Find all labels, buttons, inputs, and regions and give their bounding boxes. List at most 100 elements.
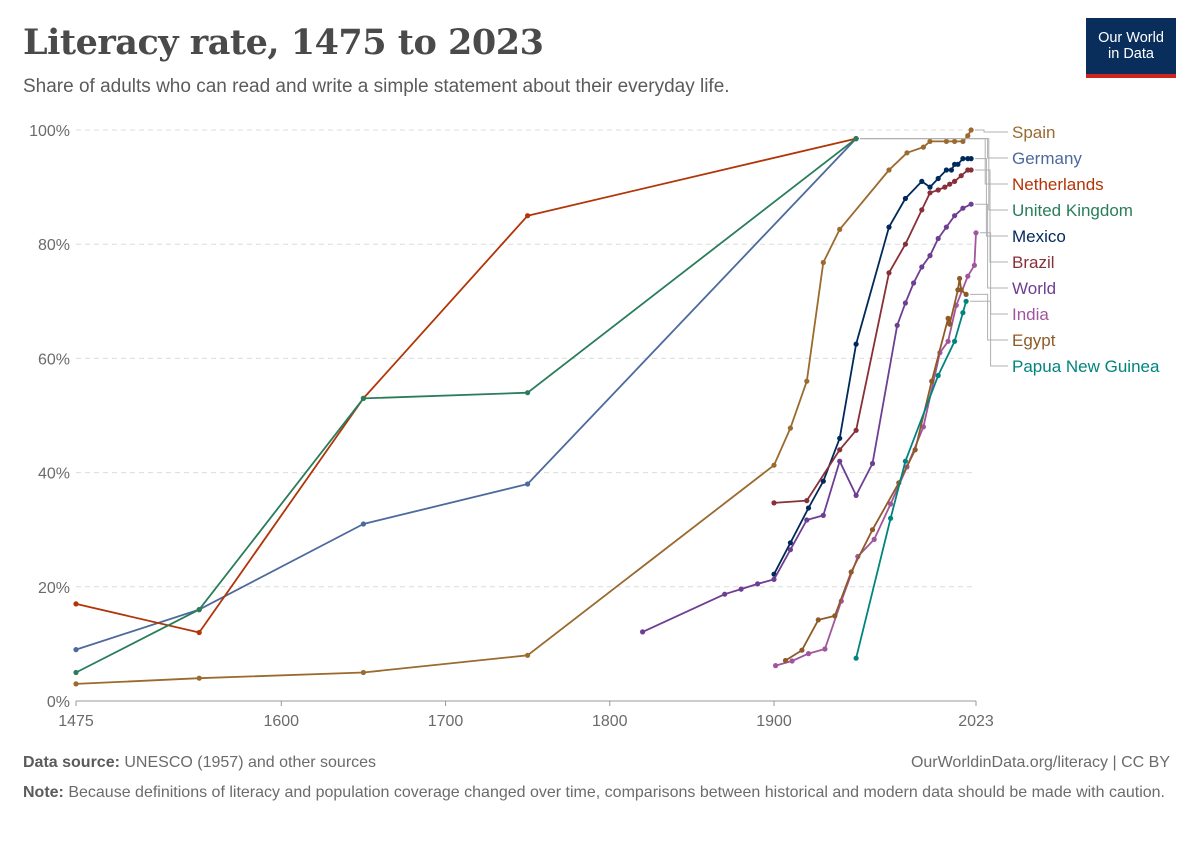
data-point xyxy=(73,601,79,607)
line-chart: 0% 20% 40% 60% 80% 100% 1475 1600 1700 1800 1900 20… xyxy=(29,123,1160,730)
series-brazil xyxy=(771,167,974,506)
data-point xyxy=(804,378,810,384)
grid-layer xyxy=(76,129,976,588)
data-point xyxy=(738,586,744,592)
x-tick-label: 1475 xyxy=(58,713,94,730)
y-tick-label: 40% xyxy=(38,466,70,483)
data-point xyxy=(945,338,951,344)
data-source-label: Data source: xyxy=(23,754,120,771)
data-point xyxy=(963,298,969,304)
data-point xyxy=(927,253,933,259)
data-point xyxy=(722,591,728,597)
data-point xyxy=(640,629,646,635)
data-point xyxy=(787,425,794,431)
data-point xyxy=(902,195,909,202)
note-text: Because definitions of literacy and popu… xyxy=(63,784,1165,801)
data-point xyxy=(919,264,925,270)
data-point xyxy=(960,156,966,162)
data-point xyxy=(196,675,202,681)
legend-label: Brazil xyxy=(1012,253,1055,272)
data-point xyxy=(927,190,933,196)
legend-label: Spain xyxy=(1012,123,1055,142)
data-point xyxy=(525,481,531,487)
data-point xyxy=(73,647,79,653)
series-egypt xyxy=(782,275,969,664)
data-point xyxy=(789,658,795,664)
series-world xyxy=(640,201,974,635)
data-point xyxy=(968,127,974,133)
y-tick-label: 60% xyxy=(38,351,70,368)
legend-connector xyxy=(860,138,1008,211)
legend-connector xyxy=(970,300,1008,367)
axis-layer: 0% 20% 40% 60% 80% 100% 1475 1600 1700 1800 1900 20… xyxy=(29,123,994,730)
data-point xyxy=(773,663,779,669)
chart-subtitle: Share of adults who can read and write a… xyxy=(23,76,730,97)
data-point xyxy=(196,607,202,613)
x-tick-label: 1800 xyxy=(592,713,628,730)
data-point xyxy=(927,138,933,144)
series-line xyxy=(75,129,972,685)
data-point xyxy=(196,629,202,636)
data-point xyxy=(947,321,953,327)
data-point xyxy=(927,184,933,190)
data-point xyxy=(935,372,941,379)
note-label: Note: xyxy=(23,784,64,801)
series-united-kingdom xyxy=(73,136,859,676)
series-line xyxy=(773,157,972,575)
data-point xyxy=(902,458,909,464)
data-point xyxy=(820,259,826,266)
data-point xyxy=(837,447,843,453)
data-point xyxy=(960,205,966,211)
data-point xyxy=(973,230,979,236)
series-layer xyxy=(73,127,979,687)
legend-label: India xyxy=(1012,305,1049,324)
data-point xyxy=(960,138,966,144)
legend-label: Papua New Guinea xyxy=(1012,357,1160,376)
owid-logo[interactable]: Our World in Data xyxy=(1086,18,1176,78)
data-point xyxy=(935,175,941,182)
legend-label: Egypt xyxy=(1012,331,1056,350)
data-point xyxy=(782,657,789,664)
legend-connector xyxy=(975,129,1008,133)
data-point xyxy=(960,310,966,316)
data-point xyxy=(952,338,958,344)
data-point xyxy=(920,424,927,430)
data-point xyxy=(888,501,894,507)
data-point xyxy=(935,235,941,242)
data-point xyxy=(837,226,843,232)
data-point xyxy=(965,133,971,139)
data-point xyxy=(804,498,810,504)
data-point xyxy=(912,447,918,453)
data-point xyxy=(958,287,964,293)
data-point xyxy=(820,478,826,484)
data-point xyxy=(935,187,941,193)
data-point xyxy=(73,669,79,676)
series-line xyxy=(75,137,857,674)
credit-link[interactable]: OurWorldinData.org/literacy | CC BY xyxy=(910,754,1170,771)
legend-connector xyxy=(975,158,1008,237)
chart-title: Literacy rate, 1475 to 2023 xyxy=(23,22,544,63)
data-point xyxy=(853,492,859,498)
data-point xyxy=(869,460,876,467)
data-point xyxy=(848,569,854,575)
legend-label: Netherlands xyxy=(1012,175,1104,194)
data-point xyxy=(853,655,859,661)
data-point xyxy=(971,262,978,268)
legend-label: Germany xyxy=(1012,149,1082,168)
y-tick-label: 80% xyxy=(38,237,70,254)
data-point xyxy=(837,435,843,441)
data-point xyxy=(919,207,925,213)
data-point xyxy=(942,184,948,190)
data-point xyxy=(919,178,925,184)
series-netherlands xyxy=(73,136,859,636)
data-point xyxy=(911,280,917,286)
series-line xyxy=(773,169,972,504)
series-mexico xyxy=(771,156,974,577)
data-point xyxy=(955,161,961,167)
data-point xyxy=(968,167,974,173)
data-point xyxy=(888,515,894,521)
data-point xyxy=(525,213,531,219)
data-point xyxy=(894,322,900,328)
data-point xyxy=(968,156,974,162)
data-point xyxy=(948,167,955,173)
